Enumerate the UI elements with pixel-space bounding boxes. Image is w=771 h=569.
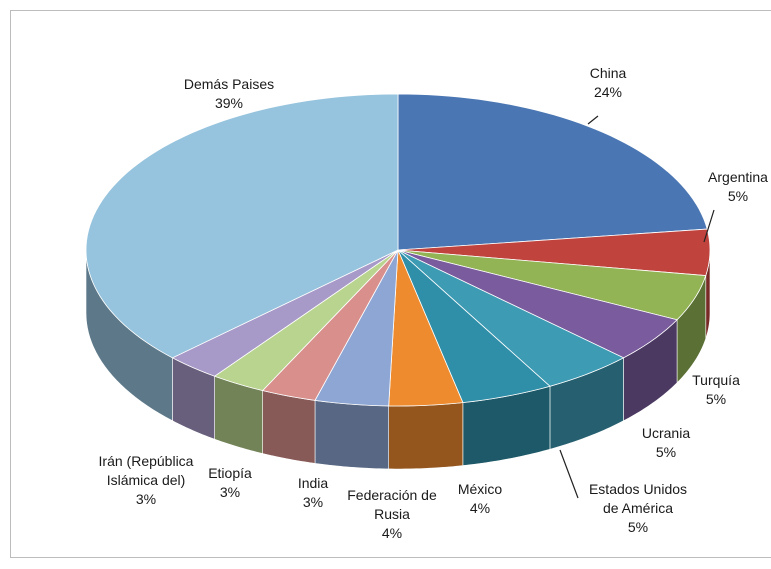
category-label: Irán (República — [99, 453, 194, 469]
percent-label: 5% — [656, 444, 676, 460]
pie-slice-india — [261, 249, 399, 401]
label-dem-s-paises: Demás Paises 39% — [184, 76, 274, 111]
category-label: de América — [603, 500, 673, 516]
percent-label: 4% — [470, 500, 490, 516]
percent-label: 3% — [136, 491, 156, 507]
percent-label: 39% — [215, 95, 243, 111]
label-etiop-a: Etiopía 3% — [208, 465, 252, 500]
slice-labels: China 24%Argentina 5%Turquía 5%Ucrania 5%Est… — [99, 65, 769, 541]
pie-slice-federaci-n-de-rusia — [314, 249, 399, 407]
label-china: China 24% — [590, 65, 627, 100]
pie-side-india — [262, 390, 316, 464]
leader-line — [703, 209, 715, 243]
pie-slice-m-xico — [388, 249, 464, 407]
category-label: Islámica del) — [107, 472, 186, 488]
percent-label: 5% — [728, 188, 748, 204]
pie-slice-estados-unidos-de-am-rica — [397, 249, 551, 404]
percent-label: 5% — [706, 391, 726, 407]
category-label: Argentina — [708, 169, 768, 185]
pie-slice-china — [397, 93, 708, 251]
category-label: Rusia — [374, 506, 410, 522]
pie-slice-ucrania — [397, 249, 625, 387]
percent-label: 24% — [594, 84, 622, 100]
category-label: Estados Unidos — [589, 481, 687, 497]
pie-slice-etiop-a — [213, 249, 399, 391]
label-turqu-a: Turquía 5% — [692, 372, 740, 407]
pie-slice-turqu-a — [397, 249, 678, 359]
leader-lines — [559, 115, 715, 499]
pie-slice-dem-s-paises — [85, 93, 399, 359]
leader-line — [559, 449, 579, 499]
pie-slice-unlabeled — [397, 249, 707, 321]
label-federaci-n-de-rusia: Federación de Rusia 4% — [347, 487, 437, 541]
percent-label: 4% — [382, 525, 402, 541]
label-m-xico: México 4% — [458, 481, 503, 516]
label-india: India 3% — [298, 475, 329, 510]
pie-slice-ir-n-rep-blica-isl-mica-del- — [171, 249, 399, 377]
category-label: Etiopía — [208, 465, 252, 481]
label-ir-n-rep-blica-isl-mica-del-: Irán (República Islámica del) 3% — [99, 453, 194, 507]
pie-slice-argentina — [397, 228, 711, 276]
category-label: Demás Paises — [184, 76, 274, 92]
percent-label: 3% — [220, 484, 240, 500]
pie-side-federaci-n-de-rusia — [314, 400, 389, 470]
label-argentina: Argentina 5% — [708, 169, 768, 204]
category-label: Ucrania — [642, 425, 690, 441]
label-estados-unidos-de-am-rica: Estados Unidos de América 5% — [589, 481, 687, 535]
category-label: India — [298, 475, 329, 491]
pie-side-m-xico — [388, 402, 464, 470]
category-label: China — [590, 65, 627, 81]
category-label: Federación de — [347, 487, 437, 503]
category-label: México — [458, 481, 503, 497]
percent-label: 3% — [303, 494, 323, 510]
chart-frame — [10, 10, 771, 558]
pie-sides — [85, 249, 711, 470]
percent-label: 5% — [628, 519, 648, 535]
leader-line — [587, 115, 599, 125]
category-label: Turquía — [692, 372, 740, 388]
label-ucrania: Ucrania 5% — [642, 425, 690, 460]
pie-tops — [85, 93, 711, 407]
